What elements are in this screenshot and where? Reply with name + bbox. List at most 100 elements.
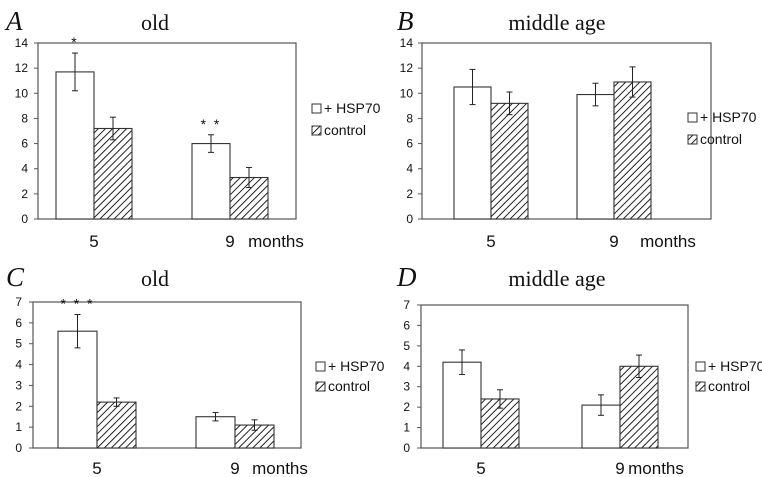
panel-a-category-label: 5 xyxy=(89,232,98,251)
panel-c-plot-frame xyxy=(32,301,302,449)
panel-a-ytick-label: 0 xyxy=(21,212,28,226)
panel-a-errorbar xyxy=(110,116,116,141)
panel-c-ytick-label: 1 xyxy=(15,420,22,434)
panel-a-letter: A xyxy=(4,6,23,36)
panel-b-ytick-label: 2 xyxy=(406,187,413,201)
panel-b-bar-hsp70-9 xyxy=(576,93,615,220)
panel-c-errorbar xyxy=(113,397,120,407)
panel-d-ytick-label: 0 xyxy=(403,441,410,455)
panel-b-category-label: 9 xyxy=(609,232,618,251)
panel-b-errorbar xyxy=(506,91,513,116)
panel-b-plot-frame xyxy=(421,42,712,220)
panel-a-ytick-label: 8 xyxy=(21,111,28,125)
panel-d-ytick-label: 7 xyxy=(403,298,410,312)
legend-label: + HSP70 xyxy=(700,109,757,125)
legend-label: control xyxy=(700,131,742,147)
panel-d-bar-control-9 xyxy=(619,365,659,449)
panel-a-significance-stars: * * xyxy=(201,116,222,132)
panel-c-ytick-label: 2 xyxy=(15,399,22,413)
panel-c-ytick-label: 3 xyxy=(15,378,22,392)
panel-b-ytick-label: 6 xyxy=(406,137,413,151)
panel-c-x-unit-label: months xyxy=(252,459,308,477)
panel-b-legend: + HSP70 control xyxy=(687,109,757,147)
panel-a-ytick-label: 10 xyxy=(15,86,29,100)
panel-c-letter: C xyxy=(6,262,25,292)
panel-d-category-label: 5 xyxy=(476,459,485,477)
panel-c-legend: + HSP70 control xyxy=(315,358,385,394)
panel-c-bar-control-5 xyxy=(96,401,137,449)
panel-d-ytick-label: 3 xyxy=(403,380,410,394)
panel-b-errorbar xyxy=(469,68,476,106)
panel-b-ytick-label: 12 xyxy=(400,61,414,75)
legend-label: control xyxy=(324,122,366,138)
panel-c-bar-hsp70-9 xyxy=(195,416,236,449)
panel-b-ytick-label: 10 xyxy=(400,86,414,100)
panel-b-ytick-label: 0 xyxy=(406,212,413,226)
legend-label: control xyxy=(328,378,370,394)
panel-a-significance-stars: * xyxy=(71,34,78,50)
panel-d-category-label: 9 xyxy=(615,459,624,477)
legend-swatch-control xyxy=(315,381,326,392)
panel-d-ytick-label: 1 xyxy=(403,421,410,435)
panel-b-category-label: 5 xyxy=(486,232,495,251)
panel-c-bar-hsp70-5 xyxy=(57,330,98,449)
legend-swatch-control xyxy=(687,134,698,145)
panel-a-plot-frame xyxy=(37,42,297,220)
panel-a-bar-hsp70-5 xyxy=(55,71,95,220)
panel-c-ytick-label: 4 xyxy=(15,358,22,372)
panel-c-errorbar xyxy=(74,314,81,349)
panel-c-category-label: 9 xyxy=(230,459,239,477)
panel-c-ytick-label: 7 xyxy=(15,295,22,309)
panel-a-bar-control-5 xyxy=(93,127,133,220)
panel-a-ytick-label: 14 xyxy=(15,36,29,50)
panel-d-ytick-label: 4 xyxy=(403,359,410,373)
panel-c-ytick-label: 6 xyxy=(15,316,22,330)
panel-d-legend: + HSP70 control xyxy=(695,358,762,394)
legend-label: control xyxy=(708,378,750,394)
panel-d-x-unit-label: months xyxy=(628,459,684,477)
panel-c-ytick-label: 0 xyxy=(15,441,22,455)
legend-label: + HSP70 xyxy=(328,358,385,374)
panel-d-errorbar xyxy=(636,354,642,379)
legend-swatch-control xyxy=(695,381,706,392)
panel-d-ytick-label: 6 xyxy=(403,318,410,332)
legend-swatch-hsp70 xyxy=(687,112,698,123)
panel-b-ytick-label: 4 xyxy=(406,162,413,176)
panel-b-ytick-label: 14 xyxy=(400,36,414,50)
panel-c-errorbar xyxy=(251,419,258,431)
panel-c-significance-stars: * * * xyxy=(60,296,94,312)
panel-a-errorbar xyxy=(246,166,252,189)
panel-b-errorbar xyxy=(629,66,636,98)
panel-d-errorbar xyxy=(459,349,465,375)
panel-d-errorbar xyxy=(598,394,604,416)
panel-c-title: old xyxy=(141,266,169,291)
panel-d-letter: D xyxy=(396,262,417,292)
legend-swatch-hsp70 xyxy=(315,361,326,372)
panel-d-plot-frame xyxy=(420,304,689,449)
panel-a-x-unit-label: months xyxy=(248,232,304,251)
panel-a-ytick-label: 2 xyxy=(21,187,28,201)
panel-a-title: old xyxy=(141,10,169,35)
panel-c-errorbar xyxy=(212,412,219,422)
panel-b-letter: B xyxy=(397,6,414,36)
panel-b-title: middle age xyxy=(508,10,605,35)
panel-a-errorbar xyxy=(208,134,214,153)
panel-d-errorbar xyxy=(497,389,503,409)
panel-a-category-label: 9 xyxy=(225,232,234,251)
panel-a-legend: + HSP70 control xyxy=(311,100,381,138)
legend-swatch-hsp70 xyxy=(695,361,706,372)
legend-label: + HSP70 xyxy=(324,100,381,116)
panel-d-ytick-label: 2 xyxy=(403,400,410,414)
panel-d-title: middle age xyxy=(508,266,605,291)
panel-a-ytick-label: 12 xyxy=(15,61,29,75)
panel-c-category-label: 5 xyxy=(92,459,101,477)
panel-a-ytick-label: 4 xyxy=(21,162,28,176)
legend-swatch-hsp70 xyxy=(311,103,322,114)
panel-b-ytick-label: 8 xyxy=(406,111,413,125)
panel-d-bar-hsp70-5 xyxy=(442,361,482,449)
panel-a-ytick-label: 6 xyxy=(21,137,28,151)
